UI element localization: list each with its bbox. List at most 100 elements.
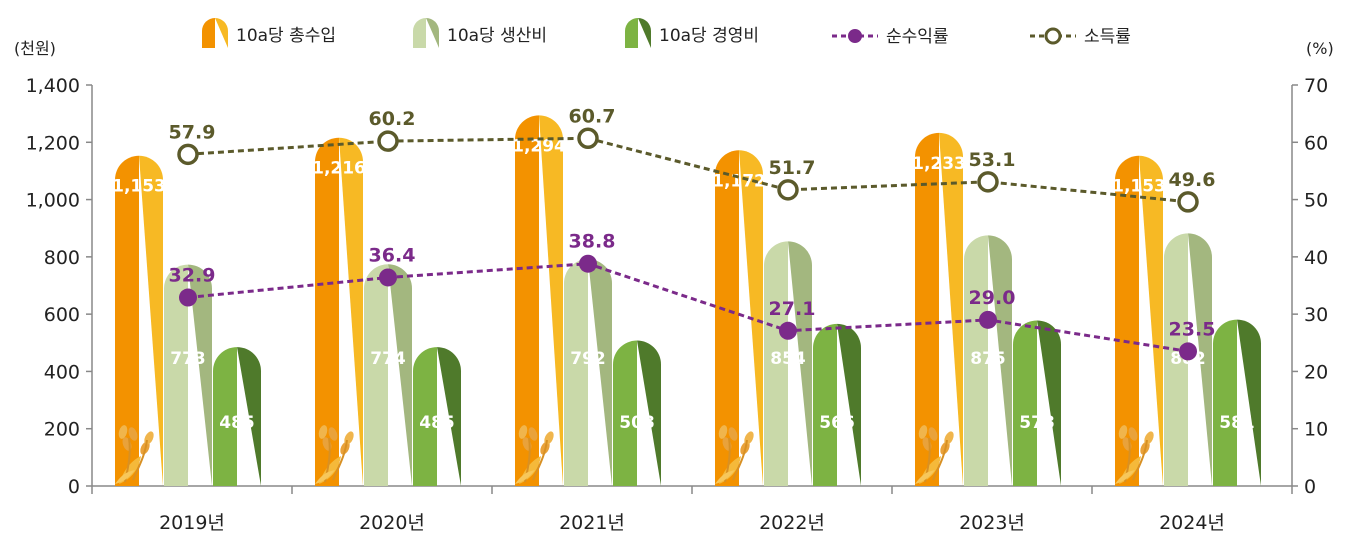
line-series-path xyxy=(187,136,1189,204)
bar: 1,294 xyxy=(512,115,566,487)
x-category-label: 2022년 xyxy=(759,512,825,534)
x-category-label: 2024년 xyxy=(1159,512,1225,534)
legend-swatch-right xyxy=(426,18,439,48)
legend-label: 10a당 경영비 xyxy=(659,26,759,46)
bar-value-label: 581 xyxy=(1219,413,1255,433)
bar: 854 xyxy=(764,241,812,486)
legend-label: 10a당 생산비 xyxy=(447,26,547,46)
right-tick-label: 0 xyxy=(1304,476,1316,498)
line-value-label: 60.2 xyxy=(369,108,416,130)
bar-value-label: 854 xyxy=(770,349,806,369)
left-tick-label: 600 xyxy=(44,304,80,326)
bar-left-half xyxy=(1213,319,1237,486)
bar-value-label: 1,233 xyxy=(912,154,966,174)
bar-right-half xyxy=(988,235,1012,486)
bar-left-half xyxy=(413,347,437,486)
left-axis-unit: (천원) xyxy=(14,39,56,58)
bar-left-half xyxy=(515,115,539,487)
right-tick-label: 10 xyxy=(1304,419,1328,441)
bar-left-half xyxy=(164,264,188,486)
x-category-label: 2023년 xyxy=(959,512,1025,534)
bar-right-half xyxy=(188,264,212,486)
bar: 1,216 xyxy=(312,137,366,486)
x-category-label: 2019년 xyxy=(159,512,225,534)
bar: 1,153 xyxy=(1112,155,1166,486)
line-value-label: 51.7 xyxy=(769,157,816,179)
legend-item: 10a당 생산비 xyxy=(413,18,547,48)
legend-swatch-left xyxy=(625,18,638,48)
bar-left-half xyxy=(964,235,988,486)
line-value-label: 57.9 xyxy=(169,121,216,143)
legend-label: 10a당 총수입 xyxy=(236,26,336,46)
line-point-marker xyxy=(777,179,799,201)
bar-value-label: 485 xyxy=(419,413,455,433)
bar-left-half xyxy=(764,241,788,486)
bar-left-half xyxy=(915,132,939,487)
legend-label: 순수익률 xyxy=(886,27,949,47)
bar: 485 xyxy=(413,347,461,486)
bar-value-label: 566 xyxy=(819,413,855,433)
legend-marker xyxy=(1044,27,1062,45)
axes: (천원) (%) 0 200 400 600 800 1,000 1,200 1,400 0 10 20… xyxy=(14,39,1334,534)
bar-right-half xyxy=(939,132,963,487)
left-tick-label: 1,400 xyxy=(26,75,80,97)
bar: 1,153 xyxy=(112,155,166,486)
right-tick-label: 20 xyxy=(1304,361,1328,383)
bar-value-label: 1,153 xyxy=(1112,177,1166,197)
bar-right-half xyxy=(588,259,612,486)
bar-value-label: 1,172 xyxy=(712,171,766,191)
bar-right-half xyxy=(139,155,163,486)
line-point-marker xyxy=(177,143,199,166)
line-point-marker xyxy=(779,321,797,340)
legend-item: 10a당 총수입 xyxy=(202,18,336,48)
line-value-label: 23.5 xyxy=(1169,318,1216,340)
bar-left-half xyxy=(213,347,237,486)
bar-right-half xyxy=(1139,155,1163,486)
bar-right-half xyxy=(388,264,412,486)
left-tick-label: 800 xyxy=(44,247,80,269)
bar-value-label: 774 xyxy=(370,349,406,369)
bar-value-label: 875 xyxy=(970,349,1006,369)
legend: 10a당 총수입 10a당 생산비 10a당 경영비 순수익률 소득률 xyxy=(202,18,1131,48)
bar: 1,233 xyxy=(912,132,966,487)
legend-label: 소득률 xyxy=(1084,27,1131,47)
bar-right-half xyxy=(237,347,261,486)
bars: 1,153 773 485 1,216 774 485 1,294 792 508 1,172 85… xyxy=(112,115,1261,487)
legend-swatch-left xyxy=(202,18,215,48)
x-category-label: 2021년 xyxy=(559,512,625,534)
line-point-marker xyxy=(179,288,197,307)
bar: 773 xyxy=(164,264,212,486)
bar: 875 xyxy=(964,235,1012,486)
line-value-label: 38.8 xyxy=(569,231,616,253)
bar-right-half xyxy=(788,241,812,486)
bar-value-label: 1,294 xyxy=(512,136,566,156)
left-tick-label: 1,200 xyxy=(26,132,80,154)
bar-right-half xyxy=(1188,233,1212,486)
bar-left-half xyxy=(715,150,739,486)
bar: 485 xyxy=(213,347,261,486)
bar-right-half xyxy=(1037,320,1061,486)
bar-left-half xyxy=(315,137,339,486)
bar-left-half xyxy=(1013,320,1037,486)
bar-left-half xyxy=(813,323,837,486)
bar-left-half xyxy=(613,340,637,486)
right-tick-label: 40 xyxy=(1304,247,1328,269)
line-value-label: 32.9 xyxy=(169,265,216,287)
bar-value-label: 1,153 xyxy=(112,177,166,197)
line-point-marker xyxy=(579,254,597,273)
bar-value-label: 508 xyxy=(619,413,655,433)
bar: 508 xyxy=(613,340,661,486)
left-tick-label: 200 xyxy=(44,419,80,441)
legend-item: 10a당 경영비 xyxy=(625,18,759,48)
bar-left-half xyxy=(564,259,588,486)
line-value-label: 29.0 xyxy=(969,287,1016,309)
bar-value-label: 578 xyxy=(1019,413,1055,433)
legend-swatch-right xyxy=(638,18,651,48)
line-point-marker xyxy=(1177,191,1199,213)
line-point-marker xyxy=(379,268,397,287)
bar-right-half xyxy=(437,347,461,486)
legend-swatch-left xyxy=(413,18,426,48)
line-value-label: 53.1 xyxy=(969,149,1016,171)
bar-right-half xyxy=(637,340,661,486)
